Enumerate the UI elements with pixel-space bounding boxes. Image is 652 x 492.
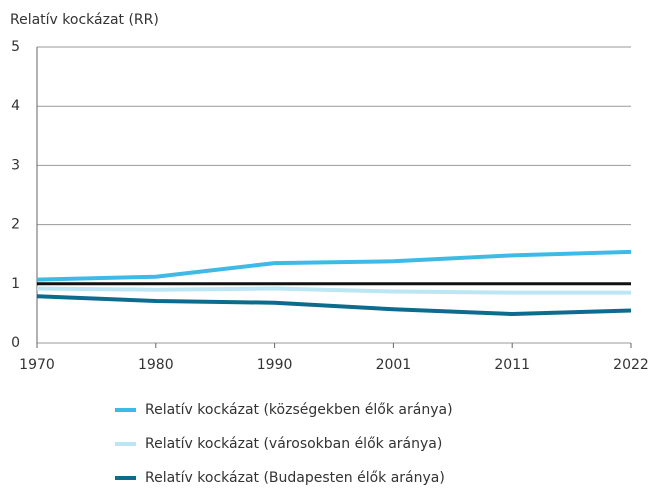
legend-label: Relatív kockázat (Budapesten élők aránya… xyxy=(145,470,445,486)
series-line xyxy=(36,286,631,295)
y-axis-title: Relatív kockázat (RR) xyxy=(10,12,159,28)
x-tick-label: 2001 xyxy=(376,357,412,373)
y-tick-label: 2 xyxy=(11,217,20,233)
legend-label: Relatív kockázat (városokban élők aránya… xyxy=(145,436,442,452)
x-tick-label: 1990 xyxy=(257,357,293,373)
y-tick-label: 3 xyxy=(11,157,20,173)
series-line xyxy=(36,294,632,316)
y-tick-label: 0 xyxy=(11,335,20,351)
y-tick-label: 1 xyxy=(11,276,20,292)
x-tick-label: 1970 xyxy=(19,357,55,373)
x-tick-label: 1980 xyxy=(138,357,174,373)
y-tick-label: 4 xyxy=(11,98,20,114)
legend-label: Relatív kockázat (községekben élők arány… xyxy=(145,402,453,418)
y-tick-label: 5 xyxy=(11,39,20,55)
x-tick-label: 2022 xyxy=(613,357,649,373)
series-line xyxy=(36,249,632,282)
x-tick-label: 2011 xyxy=(494,357,530,373)
